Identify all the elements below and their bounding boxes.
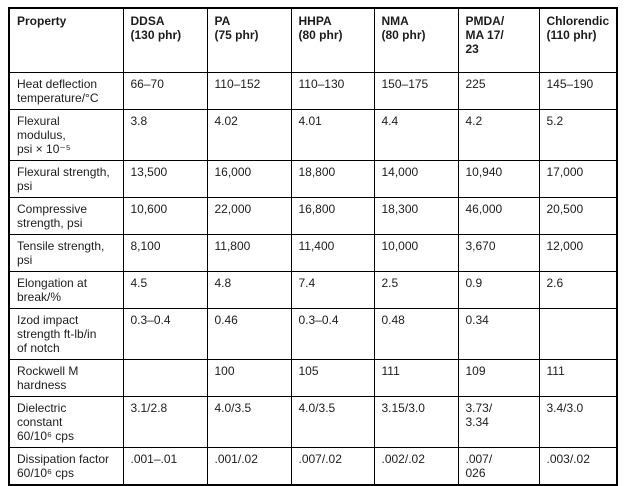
value-cell: 2.6 xyxy=(538,271,618,309)
value-cell: .007/.02 xyxy=(290,447,375,486)
value-cell: 2.5 xyxy=(373,271,459,309)
value-cell: 4.8 xyxy=(206,271,292,309)
value-cell: 3,670 xyxy=(457,234,540,272)
value-cell: 5.2 xyxy=(538,109,618,161)
value-cell: 3.15/3.0 xyxy=(373,396,459,448)
value-cell: 10,940 xyxy=(457,160,540,198)
value-cell: 20,500 xyxy=(538,197,618,235)
value-cell: 22,000 xyxy=(206,197,292,235)
value-cell: 225 xyxy=(457,72,540,110)
value-cell: 4.4 xyxy=(373,109,459,161)
value-cell: 14,000 xyxy=(373,160,459,198)
value-cell: 111 xyxy=(538,359,618,397)
value-cell: 105 xyxy=(290,359,375,397)
value-cell: 0.3–0.4 xyxy=(290,308,375,360)
value-cell: 13,500 xyxy=(122,160,208,198)
value-cell: 18,800 xyxy=(290,160,375,198)
table-row: Flexural modulus, psi × 10⁻⁵ 3.8 4.02 4.01 4… xyxy=(8,109,618,161)
value-cell: 10,000 xyxy=(373,234,459,272)
property-cell: Rockwell M hardness xyxy=(8,359,124,397)
column-header: HHPA (80 phr) xyxy=(290,7,375,73)
table-row: Rockwell M hardness 100 105 111 109 111 xyxy=(8,359,618,397)
value-cell: 16,800 xyxy=(290,197,375,235)
value-cell: 110–152 xyxy=(206,72,292,110)
table-row: Dielectric constant 60/10⁶ cps 3.1/2.8 4.0… xyxy=(8,396,618,448)
value-cell: 0.46 xyxy=(206,308,292,360)
value-cell: 3.8 xyxy=(122,109,208,161)
value-cell: 150–175 xyxy=(373,72,459,110)
table-row: Flexural strength, psi 13,500 16,000 18,800… xyxy=(8,160,618,198)
value-cell: 12,000 xyxy=(538,234,618,272)
value-cell: 0.3–0.4 xyxy=(122,308,208,360)
table-row: Tensile strength, psi 8,100 11,800 11,400 10… xyxy=(8,234,618,272)
property-cell: Tensile strength, psi xyxy=(8,234,124,272)
value-cell xyxy=(538,308,618,360)
value-cell: .001–.01 xyxy=(122,447,208,486)
value-cell: 110–130 xyxy=(290,72,375,110)
value-cell: 145–190 xyxy=(538,72,618,110)
column-header: DDSA (130 phr) xyxy=(122,7,208,73)
value-cell: 4.5 xyxy=(122,271,208,309)
value-cell: 0.48 xyxy=(373,308,459,360)
table-row: Dissipation factor 60/10⁶ cps .001–.01.00… xyxy=(8,447,618,486)
value-cell: 66–70 xyxy=(122,72,208,110)
property-cell: Flexural modulus, psi × 10⁻⁵ xyxy=(8,109,124,161)
column-header-property: Property xyxy=(8,7,124,73)
value-cell: 4.02 xyxy=(206,109,292,161)
value-cell: .007/ 026 xyxy=(457,447,540,486)
value-cell: 111 xyxy=(373,359,459,397)
value-cell: 11,400 xyxy=(290,234,375,272)
property-cell: Izod impact strength ft-lb/in of notch xyxy=(8,308,124,360)
value-cell: 3.73/ 3.34 xyxy=(457,396,540,448)
value-cell: 4.01 xyxy=(290,109,375,161)
value-cell: 0.9 xyxy=(457,271,540,309)
value-cell: 17,000 xyxy=(538,160,618,198)
value-cell xyxy=(122,359,208,397)
value-cell: 0.34 xyxy=(457,308,540,360)
table-row: Izod impact strength ft-lb/in of notch 0.… xyxy=(8,308,618,360)
property-cell: Heat deflection temperature/°C xyxy=(8,72,124,110)
value-cell: 10,600 xyxy=(122,197,208,235)
value-cell: 4.0/3.5 xyxy=(206,396,292,448)
value-cell: 109 xyxy=(457,359,540,397)
table-body: Heat deflection temperature/°C 66–70 110–1… xyxy=(8,72,618,486)
table-row: Heat deflection temperature/°C 66–70 110–1… xyxy=(8,72,618,110)
column-header: NMA (80 phr) xyxy=(373,7,459,73)
property-cell: Elongation at break/% xyxy=(8,271,124,309)
value-cell: 3.1/2.8 xyxy=(122,396,208,448)
column-header: PA (75 phr) xyxy=(206,7,292,73)
value-cell: 3.4/3.0 xyxy=(538,396,618,448)
value-cell: .001/.02 xyxy=(206,447,292,486)
value-cell: 7.4 xyxy=(290,271,375,309)
property-cell: Flexural strength, psi xyxy=(8,160,124,198)
value-cell: 11,800 xyxy=(206,234,292,272)
curing-agent-properties-table: Property DDSA (130 phr) PA (75 phr) HHPA (8… xyxy=(8,7,618,486)
property-cell: Dielectric constant 60/10⁶ cps xyxy=(8,396,124,448)
value-cell: .002/.02 xyxy=(373,447,459,486)
value-cell: 46,000 xyxy=(457,197,540,235)
value-cell: 4.2 xyxy=(457,109,540,161)
value-cell: 18,300 xyxy=(373,197,459,235)
value-cell: 4.0/3.5 xyxy=(290,396,375,448)
property-cell: Compressive strength, psi xyxy=(8,197,124,235)
value-cell: .003/.02 xyxy=(538,447,618,486)
header-row: Property DDSA (130 phr) PA (75 phr) HHPA (8… xyxy=(8,7,618,73)
value-cell: 16,000 xyxy=(206,160,292,198)
property-cell: Dissipation factor 60/10⁶ cps xyxy=(8,447,124,486)
value-cell: 100 xyxy=(206,359,292,397)
table-row: Compressive strength, psi 10,600 22,000 16,… xyxy=(8,197,618,235)
value-cell: 8,100 xyxy=(122,234,208,272)
column-header: Chlorendic (110 phr) xyxy=(538,7,618,73)
column-header: PMDA/ MA 17/ 23 xyxy=(457,7,540,73)
table-row: Elongation at break/% 4.5 4.8 7.4 2.5 0.9 2.6 xyxy=(8,271,618,309)
